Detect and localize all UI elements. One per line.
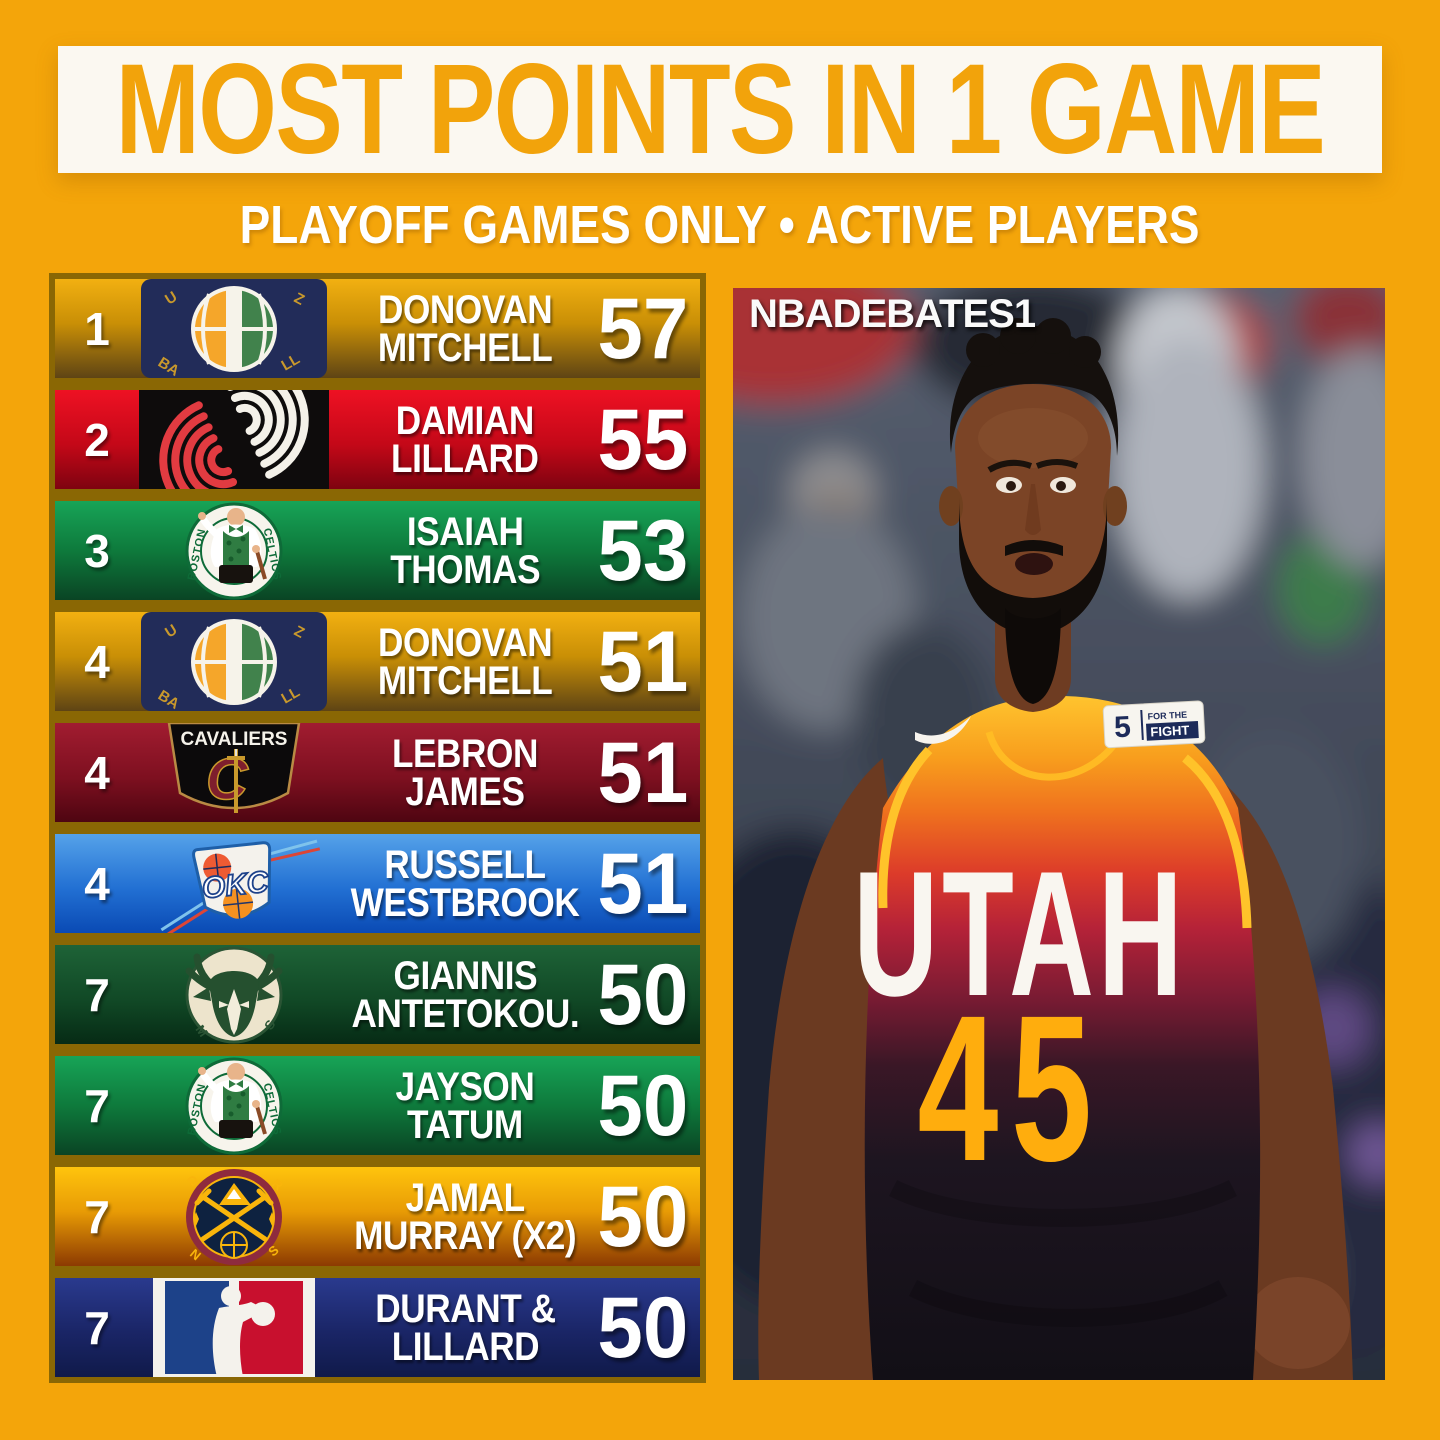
leaderboard-row-6: 4 OKC	[55, 834, 700, 933]
rank-label: 2	[84, 413, 110, 466]
svg-text:CAVALIERS: CAVALIERS	[181, 729, 288, 750]
five-for-the-fight-patch: 5 FOR THE FIGHT	[1102, 700, 1206, 749]
nuggets-logo-icon: D R N S	[139, 1167, 329, 1266]
nike-swoosh-icon	[915, 716, 971, 744]
leaderboard-row-8: 7 BOSTON CELTICS	[55, 1056, 700, 1155]
player-name: RUSSELL WESTBROOK	[350, 842, 580, 925]
player-name: DONOVAN MITCHELL	[377, 620, 553, 703]
okc-thunder-logo-icon: OKC	[139, 834, 329, 933]
leaderboard-row-7: 7 M S GIANNIS ANTETO	[55, 945, 700, 1044]
points-value: 50	[597, 1168, 688, 1265]
leaderboard-row-10: 7 DURANT & LILLARD 50	[55, 1278, 700, 1377]
points-value: 50	[597, 1057, 688, 1154]
player-photo: 5 FOR THE FIGHT UTAH 45	[733, 288, 1385, 1380]
rank-label: 4	[84, 746, 110, 799]
nba-logo-icon	[139, 1278, 329, 1377]
leaderboard-row-9: 7 D R N S	[55, 1167, 700, 1266]
svg-text:S: S	[265, 1242, 282, 1259]
svg-text:LL: LL	[279, 684, 303, 708]
points-value: 50	[597, 946, 688, 1043]
points-value: 51	[597, 835, 688, 932]
cavaliers-logo-icon: CAVALIERS C	[139, 723, 329, 822]
jersey-wordmark: UTAH	[853, 833, 1186, 1032]
player-name: JAMAL MURRAY (X2)	[353, 1175, 577, 1258]
trail-blazers-logo-icon	[139, 390, 329, 489]
points-value: 55	[597, 391, 688, 488]
svg-text:FIGHT: FIGHT	[1150, 723, 1190, 740]
bucks-logo-icon: M S	[139, 945, 329, 1044]
leaderboard-row-1: 1 U Z BA LL	[55, 279, 700, 378]
utah-jazz-logo-icon: U Z BA LL	[139, 279, 329, 378]
leaderboard-row-3: 3 BOSTON CELTICS	[55, 501, 700, 600]
rank-label: 7	[84, 1079, 110, 1132]
rank-label: 1	[84, 302, 110, 355]
watermark: NBADEBATES1	[749, 292, 1036, 336]
points-value: 51	[597, 613, 688, 710]
points-value: 51	[597, 724, 688, 821]
rank-label: 7	[84, 1190, 110, 1243]
jersey-number: 45	[917, 972, 1104, 1205]
leaderboard: 1 U Z BA LL	[49, 273, 706, 1383]
player-name: DONOVAN MITCHELL	[377, 287, 553, 370]
player-name: LEBRON JAMES	[392, 731, 538, 814]
player-name: JAYSON TATUM	[395, 1064, 535, 1147]
celtics-logo-icon: BOSTON CELTICS	[139, 1056, 329, 1155]
subtitle-bar: PLAYOFF GAMES ONLY • ACTIVE PLAYERS	[0, 193, 1440, 257]
leaderboard-row-4: 4 U Z BA LL	[55, 612, 700, 711]
player-name: DURANT & LILLARD	[374, 1286, 556, 1369]
points-value: 50	[597, 1279, 688, 1376]
utah-jazz-logo-icon: U Z BA LL	[139, 612, 329, 711]
svg-text:FOR THE: FOR THE	[1147, 710, 1187, 722]
svg-text:OKC: OKC	[200, 865, 271, 905]
rank-label: 7	[84, 1301, 110, 1354]
points-value: 53	[597, 502, 688, 599]
player-head	[939, 318, 1127, 704]
jersey: 5 FOR THE FIGHT UTAH 45	[853, 696, 1261, 1380]
points-value: 57	[597, 280, 688, 377]
player-figure: 5 FOR THE FIGHT UTAH 45	[758, 318, 1353, 1380]
player-name: ISAIAH THOMAS	[390, 509, 540, 592]
rank-label: 3	[84, 524, 110, 577]
rank-label: 4	[84, 857, 110, 910]
player-name: GIANNIS ANTETOKOU.	[351, 953, 579, 1036]
rank-label: 4	[84, 635, 110, 688]
rank-label: 7	[84, 968, 110, 1021]
svg-text:LL: LL	[279, 351, 303, 375]
page-subtitle: PLAYOFF GAMES ONLY • ACTIVE PLAYERS	[240, 195, 1200, 255]
page-title: MOST POINTS IN 1 GAME	[115, 37, 1326, 181]
leaderboard-row-2: 2	[55, 390, 700, 489]
title-banner: MOST POINTS IN 1 GAME	[58, 37, 1382, 181]
celtics-logo-icon: BOSTON CELTICS	[139, 501, 329, 600]
leaderboard-row-5: 4 CAVALIERS C LEBRON JAMES 51	[55, 723, 700, 822]
player-name: DAMIAN LILLARD	[391, 398, 539, 481]
svg-text:5: 5	[1113, 711, 1131, 745]
